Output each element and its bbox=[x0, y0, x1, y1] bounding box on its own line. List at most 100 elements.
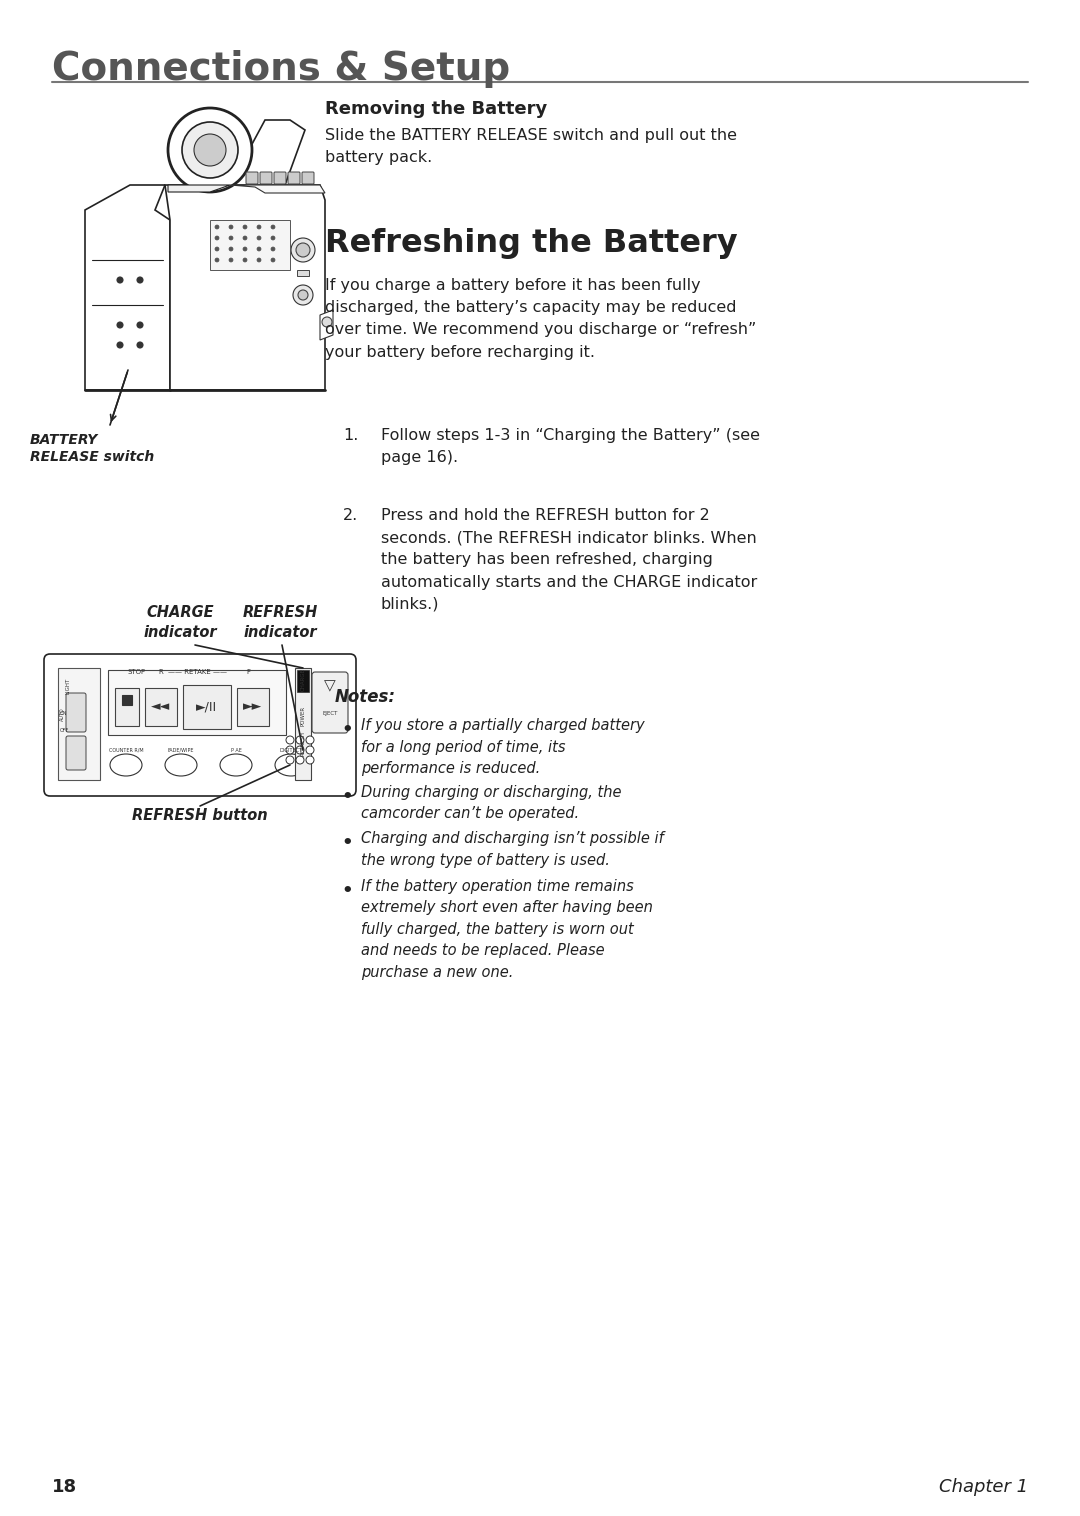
Polygon shape bbox=[168, 185, 230, 193]
Circle shape bbox=[194, 133, 226, 165]
Circle shape bbox=[215, 224, 219, 229]
Text: OFF: OFF bbox=[60, 728, 69, 734]
Circle shape bbox=[229, 224, 233, 229]
Circle shape bbox=[306, 746, 314, 753]
Text: CHARGE: CHARGE bbox=[146, 605, 214, 620]
Polygon shape bbox=[320, 309, 333, 340]
Text: During charging or discharging, the
camcorder can’t be operated.: During charging or discharging, the camc… bbox=[361, 784, 621, 822]
Circle shape bbox=[229, 247, 233, 252]
Text: Press and hold the REFRESH button for 2
seconds. (The REFRESH indicator blinks. : Press and hold the REFRESH button for 2 … bbox=[381, 508, 757, 612]
Text: EJECT: EJECT bbox=[322, 711, 338, 716]
Circle shape bbox=[293, 285, 313, 305]
Circle shape bbox=[306, 735, 314, 744]
Text: indicator: indicator bbox=[144, 625, 217, 640]
Text: indicator: indicator bbox=[243, 625, 316, 640]
Circle shape bbox=[291, 238, 315, 262]
Circle shape bbox=[271, 236, 275, 240]
Circle shape bbox=[243, 258, 247, 262]
Text: Notes:: Notes: bbox=[335, 688, 396, 706]
Polygon shape bbox=[85, 185, 170, 390]
Circle shape bbox=[229, 258, 233, 262]
Circle shape bbox=[215, 247, 219, 252]
Text: ▽: ▽ bbox=[324, 678, 336, 693]
Text: REFRESH button: REFRESH button bbox=[132, 808, 268, 823]
Bar bbox=[108, 670, 286, 735]
Bar bbox=[297, 670, 309, 691]
Text: 2.: 2. bbox=[343, 508, 359, 523]
Bar bbox=[297, 270, 309, 276]
Circle shape bbox=[296, 746, 303, 753]
Text: POWER: POWER bbox=[300, 706, 306, 726]
Circle shape bbox=[306, 756, 314, 764]
Text: STOP: STOP bbox=[129, 669, 146, 675]
Text: ►/II: ►/II bbox=[197, 700, 217, 714]
Circle shape bbox=[296, 735, 303, 744]
Bar bbox=[145, 688, 177, 726]
FancyBboxPatch shape bbox=[66, 735, 86, 770]
Text: Removing the Battery: Removing the Battery bbox=[325, 100, 548, 118]
FancyBboxPatch shape bbox=[274, 171, 286, 183]
Circle shape bbox=[229, 236, 233, 240]
Circle shape bbox=[298, 290, 308, 300]
Circle shape bbox=[183, 121, 238, 177]
FancyBboxPatch shape bbox=[302, 171, 314, 183]
Bar bbox=[58, 669, 100, 781]
Circle shape bbox=[286, 756, 294, 764]
Polygon shape bbox=[230, 185, 325, 193]
Circle shape bbox=[271, 224, 275, 229]
Circle shape bbox=[257, 258, 261, 262]
Circle shape bbox=[257, 247, 261, 252]
Circle shape bbox=[137, 277, 143, 283]
Ellipse shape bbox=[165, 753, 197, 776]
Circle shape bbox=[322, 317, 332, 327]
Text: Refreshing the Battery: Refreshing the Battery bbox=[325, 227, 738, 259]
Text: ON: ON bbox=[60, 711, 67, 716]
Text: •: • bbox=[341, 722, 353, 738]
Text: If you charge a battery before it has been fully
discharged, the battery’s capac: If you charge a battery before it has be… bbox=[325, 277, 756, 359]
Polygon shape bbox=[230, 120, 305, 185]
Bar bbox=[183, 685, 231, 729]
Text: R: R bbox=[158, 669, 163, 675]
Text: •: • bbox=[341, 834, 353, 852]
Text: DIGITECT: DIGITECT bbox=[280, 747, 302, 753]
Text: AUTO: AUTO bbox=[60, 708, 65, 722]
Text: REFRESH: REFRESH bbox=[242, 605, 318, 620]
Circle shape bbox=[243, 224, 247, 229]
Circle shape bbox=[137, 343, 143, 349]
Circle shape bbox=[117, 343, 123, 349]
Text: ►►: ►► bbox=[243, 700, 262, 714]
Text: Connections & Setup: Connections & Setup bbox=[52, 50, 510, 88]
Text: •: • bbox=[341, 881, 353, 899]
Polygon shape bbox=[165, 185, 325, 390]
Text: LIGHT: LIGHT bbox=[66, 678, 71, 694]
Circle shape bbox=[286, 746, 294, 753]
Text: F: F bbox=[246, 669, 249, 675]
Circle shape bbox=[168, 108, 252, 193]
Text: BATTERY
RELEASE switch: BATTERY RELEASE switch bbox=[30, 434, 154, 464]
Text: Follow steps 1-3 in “Charging the Battery” (see
page 16).: Follow steps 1-3 in “Charging the Batter… bbox=[381, 428, 760, 465]
Bar bbox=[210, 220, 291, 270]
FancyBboxPatch shape bbox=[260, 171, 272, 183]
Text: Charging and discharging isn’t possible if
the wrong type of battery is used.: Charging and discharging isn’t possible … bbox=[361, 831, 664, 869]
Circle shape bbox=[271, 258, 275, 262]
Text: Chapter 1: Chapter 1 bbox=[939, 1478, 1028, 1496]
Circle shape bbox=[117, 321, 123, 327]
Bar bbox=[295, 669, 311, 781]
Circle shape bbox=[243, 247, 247, 252]
Bar bbox=[237, 688, 269, 726]
Text: 18: 18 bbox=[52, 1478, 77, 1496]
Text: If you store a partially charged battery
for a long period of time, its
performa: If you store a partially charged battery… bbox=[361, 719, 645, 776]
Text: FADE/WIPE: FADE/WIPE bbox=[167, 747, 194, 753]
Text: •: • bbox=[341, 787, 353, 805]
Ellipse shape bbox=[110, 753, 141, 776]
Bar bbox=[122, 694, 132, 705]
Circle shape bbox=[215, 258, 219, 262]
FancyBboxPatch shape bbox=[66, 693, 86, 732]
Circle shape bbox=[215, 236, 219, 240]
FancyBboxPatch shape bbox=[288, 171, 300, 183]
Text: 1.: 1. bbox=[343, 428, 359, 443]
Bar bbox=[114, 688, 139, 726]
Text: ◄◄: ◄◄ bbox=[151, 700, 171, 714]
FancyBboxPatch shape bbox=[312, 672, 348, 734]
Text: P AE: P AE bbox=[230, 747, 242, 753]
